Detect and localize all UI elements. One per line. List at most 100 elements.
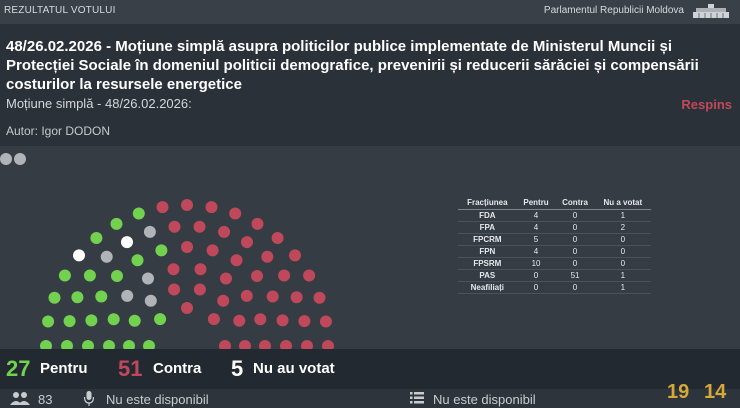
- seat: [319, 315, 332, 328]
- seat: [71, 291, 84, 304]
- seat: [61, 340, 73, 349]
- clock-hours: 19: [667, 381, 690, 403]
- section-label: REZULTATUL VOTULUI: [4, 5, 116, 16]
- seat: [251, 217, 264, 230]
- institution-name: Parlamentul Republicii Moldova: [543, 5, 684, 16]
- novote-cell: 2: [594, 221, 651, 234]
- seat: [207, 313, 220, 326]
- seat: [85, 314, 98, 327]
- for-cell: 10: [516, 257, 556, 270]
- seat: [301, 340, 313, 349]
- seat: [73, 249, 85, 262]
- seat: [167, 263, 180, 276]
- seat: [40, 340, 52, 349]
- seat: [303, 269, 316, 282]
- table-row: FPA 4 0 2: [458, 221, 651, 234]
- column-header: Nu a votat: [594, 196, 651, 210]
- seat: [128, 314, 141, 327]
- seat: [95, 290, 108, 303]
- seat: [42, 315, 55, 328]
- seat: [241, 236, 253, 249]
- faction-name: PAS: [458, 269, 517, 282]
- seat: [90, 232, 103, 244]
- against-cell: 0: [555, 221, 595, 234]
- novote-cell: 0: [594, 233, 651, 246]
- against-count: 51: [118, 356, 143, 381]
- faction-name: FDA: [458, 209, 517, 222]
- seat: [48, 291, 61, 304]
- seat: [14, 153, 26, 165]
- list-icon: [410, 392, 424, 404]
- speaker-status: Nu este disponibil: [106, 392, 209, 407]
- faction-name: FPSRM: [458, 257, 517, 270]
- against-cell: 0: [555, 209, 595, 222]
- against-cell: 0: [555, 257, 595, 270]
- seat: [193, 220, 206, 233]
- seat: [205, 201, 218, 214]
- table-row: FPSRM 10 0 0: [458, 257, 651, 270]
- seat: [218, 225, 231, 238]
- seat: [181, 241, 193, 253]
- seat: [154, 313, 167, 326]
- seat: [132, 207, 145, 220]
- seat: [217, 294, 230, 307]
- for-cell: 4: [516, 245, 556, 258]
- flag-icon: [693, 4, 729, 18]
- seat: [121, 236, 133, 249]
- attendance-count: 83: [38, 392, 53, 407]
- table-row: FDA 4 0 1: [458, 209, 651, 222]
- seat: [194, 263, 207, 276]
- against-label: Contra: [153, 360, 202, 377]
- factions-table: Fracțiunea Pentru Contra Nu a votat FDA …: [458, 196, 651, 294]
- seat: [63, 315, 76, 328]
- seat: [276, 314, 289, 327]
- for-cell: 4: [516, 221, 556, 234]
- novote-cell: 1: [594, 281, 651, 294]
- seat: [259, 340, 271, 349]
- for-count: 27: [6, 356, 31, 381]
- motion-author: Autor: Igor DODON: [6, 124, 111, 138]
- seat: [254, 313, 267, 326]
- vote-tally-bar: 27 Pentru 51 Contra 5 Nu au votat: [0, 349, 740, 389]
- novote-label: Nu au votat: [253, 360, 335, 377]
- faction-name: FPCRM: [458, 233, 517, 246]
- seat: [230, 254, 243, 267]
- column-header: Pentru: [516, 196, 556, 210]
- seat: [168, 220, 181, 233]
- seat: [229, 207, 242, 220]
- seat: [251, 270, 263, 282]
- novote-cell: 0: [594, 257, 651, 270]
- seat: [123, 340, 135, 349]
- for-cell: 5: [516, 233, 556, 246]
- faction-name: FPN: [458, 245, 517, 258]
- microphone-icon: [84, 391, 94, 406]
- seat: [131, 254, 144, 267]
- for-cell: 0: [516, 281, 556, 294]
- seat: [168, 283, 181, 296]
- seat: [289, 249, 301, 262]
- seat: [121, 289, 134, 302]
- novote-cell: 0: [594, 245, 651, 258]
- faction-name: Neafiliați: [458, 281, 517, 294]
- seat: [181, 302, 193, 314]
- novote-cell: 1: [594, 269, 651, 282]
- faction-name: FPA: [458, 221, 517, 234]
- seat: [271, 232, 284, 244]
- against-cell: 0: [555, 233, 595, 246]
- users-icon: [10, 392, 30, 405]
- seat-map: [0, 153, 334, 349]
- table-row: PAS 0 51 1: [458, 269, 651, 282]
- seat: [142, 272, 154, 285]
- seat: [240, 289, 253, 302]
- against-cell: 51: [555, 269, 595, 282]
- column-header: Contra: [555, 196, 595, 210]
- seat: [261, 250, 274, 263]
- seat: [266, 290, 279, 303]
- against-cell: 0: [555, 281, 595, 294]
- seat: [181, 199, 193, 211]
- seat: [313, 291, 326, 304]
- table-row: FPN 4 0 0: [458, 245, 651, 258]
- clock-minutes: 14: [704, 381, 727, 403]
- column-header: Fracțiunea: [458, 196, 517, 210]
- seat: [233, 314, 246, 327]
